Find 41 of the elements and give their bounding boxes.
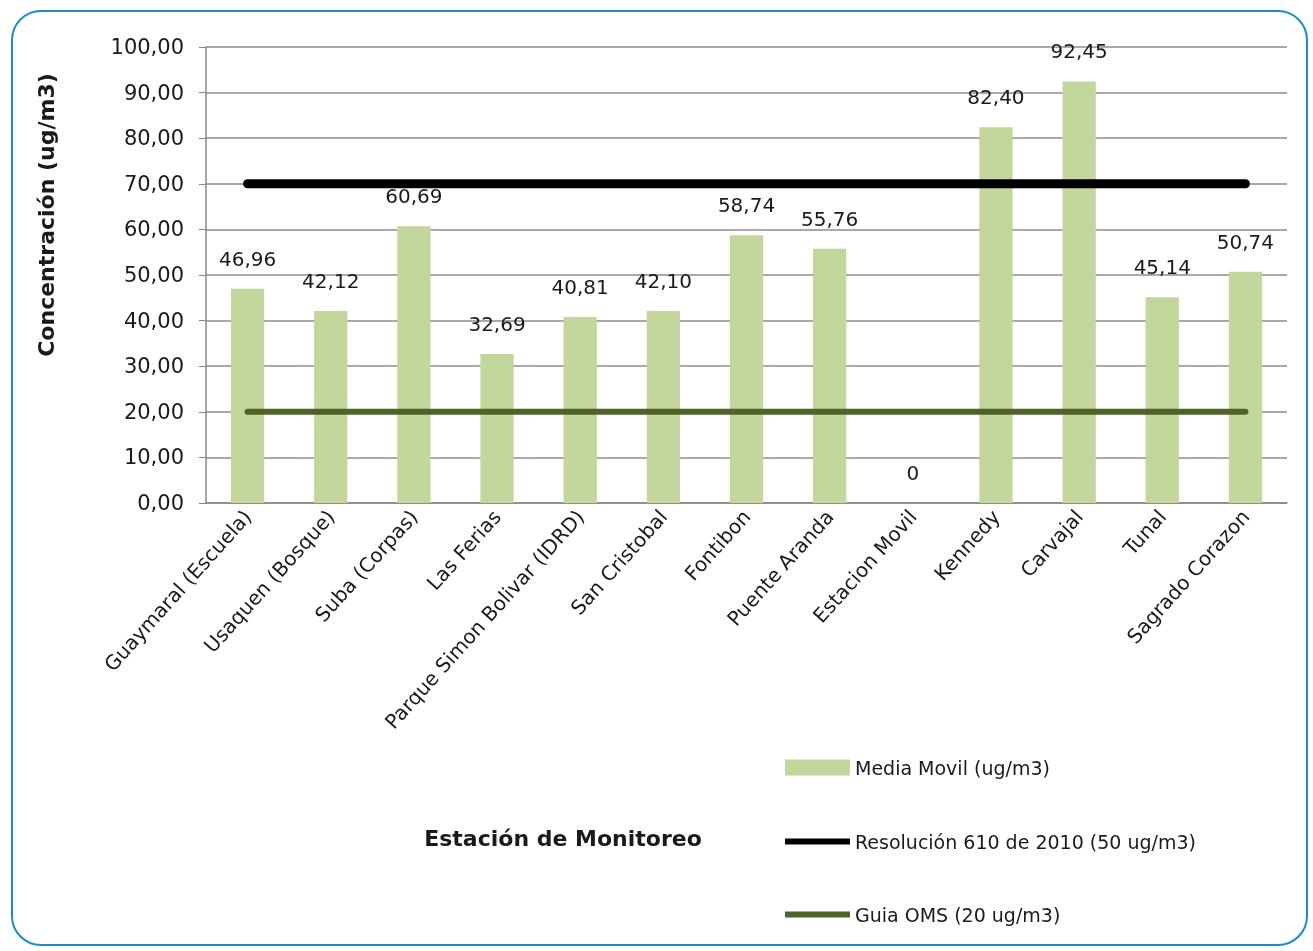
- data-label: 42,12: [302, 268, 360, 293]
- bar: [646, 311, 680, 503]
- bar: [480, 353, 514, 503]
- bar: [1062, 81, 1096, 503]
- data-label: 40,81: [551, 274, 609, 299]
- y-tick-label: 40,00: [123, 308, 184, 333]
- bar: [563, 316, 597, 503]
- legend-label: Resolución 610 de 2010 (50 ug/m3): [855, 830, 1196, 853]
- data-label: 46,96: [218, 246, 277, 271]
- legend-label: Guia OMS (20 ug/m3): [855, 903, 1061, 926]
- y-tick-label: 10,00: [123, 445, 184, 470]
- data-label: 92,45: [1050, 39, 1108, 64]
- data-label: 58,74: [717, 193, 776, 218]
- y-tick-label: 80,00: [123, 126, 184, 151]
- y-tick-label: 50,00: [123, 263, 184, 287]
- data-label: 82,40: [967, 85, 1025, 110]
- y-tick-label: 90,00: [123, 80, 184, 105]
- bar: [979, 127, 1013, 503]
- y-tick-label: 60,00: [123, 217, 184, 242]
- data-label: 45,14: [1133, 255, 1191, 280]
- y-tick-label: 0,00: [137, 491, 184, 515]
- x-axis-title: Estación de Monitoreo: [424, 825, 702, 851]
- bar: [729, 235, 764, 503]
- data-label: 60,69: [385, 184, 443, 209]
- bar: [813, 248, 847, 503]
- y-axis-title: Concentración (ug/m3): [33, 73, 59, 357]
- y-tick-label: 20,00: [123, 399, 184, 424]
- bar: [1228, 271, 1263, 503]
- y-tick-label: 30,00: [123, 354, 184, 379]
- bar: [1145, 297, 1179, 503]
- data-label: 0: [906, 461, 920, 485]
- data-label: 50,74: [1216, 229, 1275, 254]
- data-label: 32,69: [468, 311, 526, 336]
- data-label: 55,76: [801, 206, 859, 231]
- bar: [230, 288, 265, 503]
- bar: [314, 310, 348, 503]
- y-tick-label: 70,00: [123, 171, 184, 196]
- y-tick-label: 100,00: [110, 35, 184, 59]
- data-label: 42,10: [634, 269, 692, 294]
- bar: [397, 226, 431, 503]
- legend-label: Media Movil (ug/m3): [855, 756, 1050, 779]
